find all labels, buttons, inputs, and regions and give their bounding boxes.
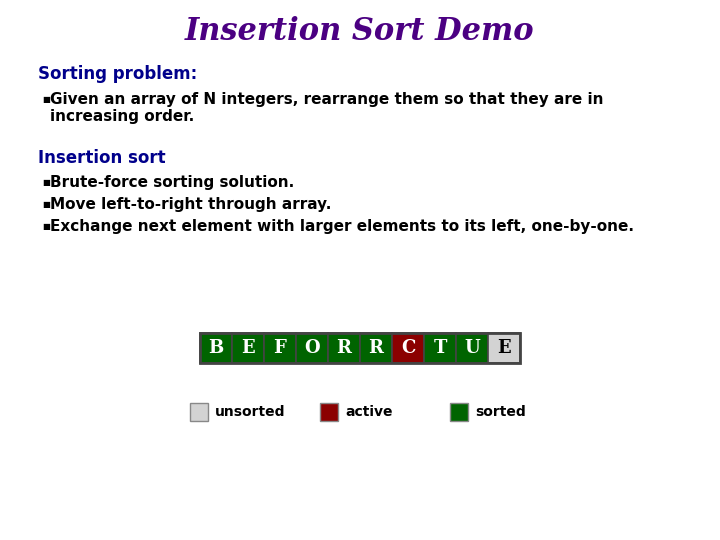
Bar bbox=[320, 403, 338, 421]
Bar bbox=[200, 333, 232, 363]
Text: Insertion Sort Demo: Insertion Sort Demo bbox=[185, 17, 535, 48]
Text: Insertion sort: Insertion sort bbox=[38, 149, 166, 167]
Bar bbox=[488, 333, 520, 363]
Bar bbox=[392, 333, 424, 363]
Text: Exchange next element with larger elements to its left, one-by-one.: Exchange next element with larger elemen… bbox=[50, 219, 634, 234]
Text: R: R bbox=[336, 339, 351, 357]
Text: Brute-force sorting solution.: Brute-force sorting solution. bbox=[50, 176, 294, 191]
Text: C: C bbox=[401, 339, 415, 357]
Text: T: T bbox=[433, 339, 446, 357]
Text: F: F bbox=[274, 339, 287, 357]
Text: B: B bbox=[208, 339, 224, 357]
Text: ■: ■ bbox=[42, 179, 50, 187]
Text: increasing order.: increasing order. bbox=[50, 110, 194, 125]
Text: sorted: sorted bbox=[475, 405, 526, 419]
Bar bbox=[328, 333, 360, 363]
Text: R: R bbox=[369, 339, 384, 357]
Bar bbox=[264, 333, 296, 363]
Bar bbox=[456, 333, 488, 363]
Bar bbox=[200, 333, 520, 363]
Text: ■: ■ bbox=[42, 222, 50, 232]
Bar bbox=[232, 333, 264, 363]
Text: Move left-to-right through array.: Move left-to-right through array. bbox=[50, 198, 331, 213]
Text: unsorted: unsorted bbox=[215, 405, 286, 419]
Bar bbox=[190, 403, 208, 421]
Text: E: E bbox=[241, 339, 255, 357]
Text: Sorting problem:: Sorting problem: bbox=[38, 65, 197, 83]
Text: ■: ■ bbox=[42, 200, 50, 210]
Bar bbox=[450, 403, 468, 421]
Text: O: O bbox=[304, 339, 320, 357]
Bar bbox=[424, 333, 456, 363]
Text: E: E bbox=[498, 339, 510, 357]
Text: Given an array of N integers, rearrange them so that they are in: Given an array of N integers, rearrange … bbox=[50, 92, 603, 107]
Text: active: active bbox=[345, 405, 392, 419]
Text: ■: ■ bbox=[42, 96, 50, 105]
Bar bbox=[296, 333, 328, 363]
Text: U: U bbox=[464, 339, 480, 357]
Bar bbox=[360, 333, 392, 363]
